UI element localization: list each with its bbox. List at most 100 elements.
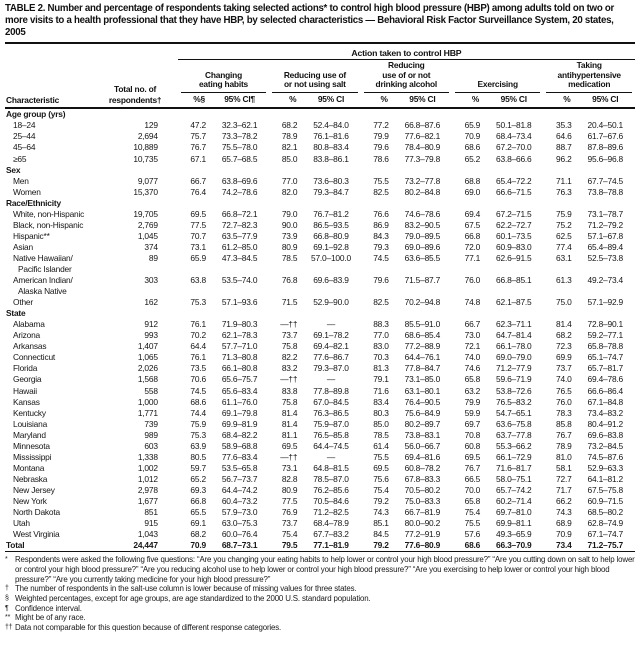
column-header-characteristic: Characteristic bbox=[5, 44, 103, 110]
percent-cell: 71.1 bbox=[556, 175, 572, 186]
ci-cell: — bbox=[326, 374, 336, 385]
percent-cell: 79.6 bbox=[373, 142, 389, 153]
footnote: ¶ Confidence interval. bbox=[5, 604, 635, 614]
percent-cell: 72.1 bbox=[464, 341, 481, 352]
ci-cell: — bbox=[326, 451, 336, 462]
footnote-text: The number of respondents in the salt-us… bbox=[15, 584, 357, 594]
ci-cell: 60.9–83.0 bbox=[496, 241, 532, 252]
total-respondents-cell: 1,568 bbox=[137, 374, 158, 385]
ci-cell: 73.3–78.2 bbox=[221, 131, 258, 142]
percent-cell: 65.5 bbox=[190, 507, 206, 518]
ci-cell: 77.6–82.1 bbox=[404, 131, 441, 142]
ci-cell: 53.5–74.0 bbox=[221, 275, 258, 286]
percent-cell: 69.4 bbox=[464, 208, 481, 219]
ci-cell: 65.6–83.4 bbox=[221, 385, 258, 396]
subheader-ci-3: 95% CI bbox=[484, 93, 544, 110]
percent-cell: 63.1 bbox=[556, 252, 572, 263]
subheader-pct-3: % bbox=[452, 93, 485, 110]
ci-cell: 54.7–65.1 bbox=[496, 407, 532, 418]
percent-cell: 74.5 bbox=[373, 252, 389, 263]
ci-cell: 76.5–83.2 bbox=[496, 396, 532, 407]
table-row: White, non-Hispanic 19,705 69.5 66.8–72.1 79… bbox=[5, 209, 635, 220]
ci-cell: 67.8–83.3 bbox=[404, 473, 441, 484]
ci-cell: 87.8–89.6 bbox=[587, 142, 624, 153]
ci-cell: 74.6–78.6 bbox=[404, 208, 441, 219]
percent-cell: 66.8 bbox=[464, 230, 481, 241]
percent-cell: 62.5 bbox=[556, 230, 572, 241]
footnote-text: Weighted percentages, except for age gro… bbox=[15, 594, 371, 604]
percent-cell: 84.3 bbox=[373, 230, 389, 241]
ci-cell: 58.0–75.1 bbox=[496, 473, 532, 484]
footnote-marker: * bbox=[5, 556, 8, 564]
footnote: ** Might be of any race. bbox=[5, 613, 635, 623]
data-table: Characteristic Total no. of respondents†… bbox=[5, 44, 635, 553]
group-header-row: Changing eating habits Reducing use of o… bbox=[5, 59, 635, 94]
ci-cell: 61.7–67.6 bbox=[587, 131, 624, 142]
percent-cell: 85.8 bbox=[556, 418, 572, 429]
percent-cell: 69.3 bbox=[190, 484, 206, 495]
percent-cell: 69.1 bbox=[190, 518, 206, 529]
percent-cell: 78.9 bbox=[281, 131, 298, 142]
total-respondents-cell: 912 bbox=[144, 319, 158, 330]
row-label: New Jersey bbox=[13, 484, 55, 495]
ci-cell: 66.3–70.9 bbox=[484, 540, 544, 553]
total-respondents-cell: 1,045 bbox=[137, 230, 158, 241]
ci-cell: 80.0–90.2 bbox=[404, 518, 441, 529]
ci-cell: 62.2–72.7 bbox=[496, 219, 532, 230]
percent-cell: 83.4 bbox=[373, 396, 389, 407]
percent-cell: 66.7 bbox=[190, 175, 206, 186]
percent-cell: 72.7 bbox=[556, 473, 572, 484]
ci-cell: 62.8–74.9 bbox=[587, 518, 624, 529]
percent-cell: 74.3 bbox=[373, 507, 389, 518]
ci-cell: 71.3–80.8 bbox=[221, 352, 258, 363]
ci-cell: 65.4–72.2 bbox=[496, 175, 532, 186]
ci-cell: 71.6–81.7 bbox=[496, 462, 532, 473]
table-row: Connecticut 1,065 76.1 71.3–80.8 82.2 77.6–86… bbox=[5, 352, 635, 363]
percent-cell: 65.8 bbox=[464, 495, 481, 506]
ci-cell: 63.8–69.6 bbox=[221, 175, 258, 186]
percent-cell: 65.9 bbox=[190, 252, 206, 263]
percent-cell: 75.4 bbox=[373, 484, 389, 495]
percent-cell: 75.3 bbox=[190, 429, 206, 440]
percent-cell: 73.7 bbox=[281, 330, 298, 341]
ci-cell: 63.5–77.9 bbox=[221, 230, 258, 241]
ci-cell: 72.8–90.1 bbox=[587, 319, 624, 330]
ci-cell: 70.5–80.2 bbox=[404, 484, 441, 495]
subheader-pct-1: % bbox=[269, 93, 302, 110]
subheader-pct-2: % bbox=[360, 93, 393, 110]
ci-cell: 60.0–76.4 bbox=[221, 529, 258, 540]
total-respondents-cell: 989 bbox=[144, 429, 158, 440]
percent-cell: 69.5 bbox=[464, 451, 481, 462]
group-header-medication: Taking antihypertensive medication bbox=[543, 59, 635, 94]
total-respondents-cell: 603 bbox=[144, 440, 158, 451]
percent-cell: 88.7 bbox=[556, 142, 572, 153]
row-label: Alabama bbox=[13, 319, 45, 330]
percent-cell: 66.8 bbox=[190, 495, 206, 506]
percent-cell: 68.2 bbox=[281, 120, 298, 131]
ci-cell: 61.1–76.0 bbox=[221, 396, 258, 407]
percent-cell: 82.5 bbox=[373, 186, 389, 197]
ci-cell: 67.5–75.8 bbox=[587, 484, 624, 495]
ci-cell: 67.1–74.7 bbox=[587, 529, 624, 540]
footnote-marker: †† bbox=[5, 624, 13, 632]
total-respondents-cell: 10,889 bbox=[133, 142, 158, 153]
total-respondents-cell: 10,735 bbox=[133, 153, 158, 164]
percent-cell: 60.8 bbox=[464, 440, 481, 451]
row-label: 18–24 bbox=[13, 120, 36, 131]
ci-cell: 71.5–87.7 bbox=[404, 275, 441, 286]
percent-cell: —†† bbox=[280, 374, 298, 385]
ci-cell: 63.1–80.1 bbox=[404, 385, 441, 396]
ci-cell: 67.2–71.5 bbox=[496, 208, 532, 219]
percent-cell: 63.2 bbox=[464, 385, 481, 396]
table-header: Characteristic Total no. of respondents†… bbox=[5, 44, 635, 110]
row-label: Florida bbox=[13, 363, 38, 374]
table-row: New Jersey 2,978 69.3 64.4–74.2 80.9 76.2–85.… bbox=[5, 485, 635, 496]
percent-cell: 76.1 bbox=[190, 319, 206, 330]
percent-cell: 75.6 bbox=[373, 473, 389, 484]
ci-cell: 77.1–81.9 bbox=[301, 540, 361, 553]
row-label: Montana bbox=[13, 462, 45, 473]
percent-cell: 83.0 bbox=[373, 341, 389, 352]
table-row: Kansas 1,000 68.6 61.1–76.0 75.8 67.0–84.5 83.… bbox=[5, 397, 635, 408]
percent-cell: 75.3 bbox=[190, 297, 206, 308]
percent-cell: 85.0 bbox=[281, 153, 298, 164]
